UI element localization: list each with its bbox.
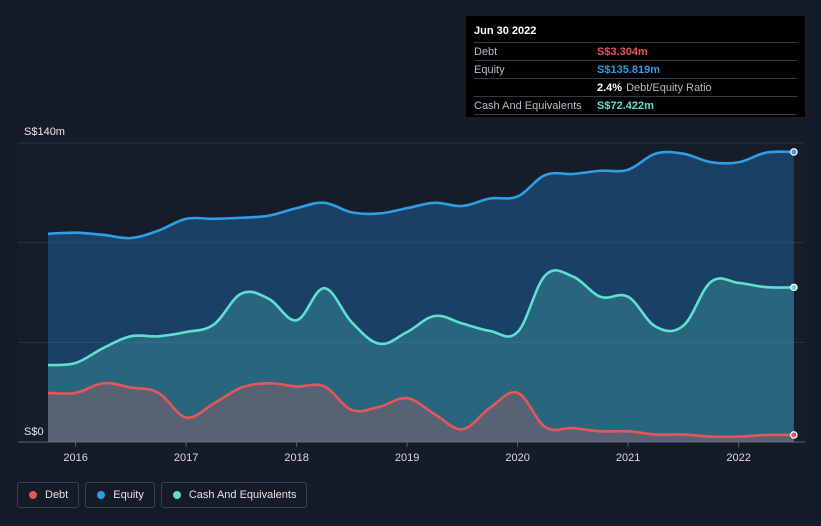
tooltip-date: Jun 30 2022 bbox=[474, 25, 537, 37]
end-point-equity bbox=[790, 148, 798, 156]
x-tick-label: 2018 bbox=[284, 452, 308, 464]
area-equity bbox=[48, 151, 794, 442]
end-point-cash-and-equivalents bbox=[790, 283, 798, 292]
tooltip-row-ratio: 2.4% Debt/Equity Ratio bbox=[474, 78, 797, 96]
x-tick-label: 2017 bbox=[174, 452, 198, 464]
legend-item-debt[interactable]: Debt bbox=[17, 482, 80, 508]
x-tick-label: 2019 bbox=[395, 452, 419, 464]
x-axis-ticks: 2016 2017 2018 2019 2020 2021 2022 bbox=[63, 442, 751, 464]
end-point-debt bbox=[790, 431, 798, 439]
tooltip-row-debt: Debt S$3.304m bbox=[474, 42, 797, 60]
tooltip-row-equity: Equity S$135.819m bbox=[474, 60, 797, 78]
line-equity bbox=[47, 150, 794, 240]
tooltip-cash-value: S$72.422m bbox=[597, 99, 654, 112]
tooltip-equity-label: Equity bbox=[474, 63, 505, 76]
tooltip-debt-value: S$3.304m bbox=[597, 45, 648, 58]
data-tooltip: Jun 30 2022 Debt S$3.304m Equity S$135.8… bbox=[466, 16, 805, 117]
area-cash-and-equivalents bbox=[48, 270, 794, 442]
legend-dot-debt-icon bbox=[29, 491, 37, 499]
grid-lines bbox=[18, 142, 805, 443]
area-debt bbox=[48, 383, 794, 442]
y-axis-ticks: S$140m S$0 bbox=[24, 126, 65, 438]
y-tick-label-min: S$0 bbox=[24, 426, 44, 438]
series-lines bbox=[47, 150, 794, 439]
legend-item-equity[interactable]: Equity bbox=[85, 482, 155, 508]
tooltip-ratio-desc: Debt/Equity Ratio bbox=[626, 81, 712, 94]
line-cash-and-equivalents bbox=[47, 269, 794, 367]
series-areas bbox=[48, 151, 794, 442]
tooltip-ratio-value: 2.4% bbox=[597, 81, 623, 94]
plot-background bbox=[18, 143, 805, 442]
legend-item-cash[interactable]: Cash And Equivalents bbox=[160, 482, 308, 508]
tooltip-equity-value: S$135.819m bbox=[597, 63, 660, 76]
tooltip-cash-label: Cash And Equivalents bbox=[474, 99, 582, 112]
line-debt bbox=[47, 381, 794, 439]
tooltip-debt-label: Debt bbox=[474, 45, 498, 58]
legend-dot-equity-icon bbox=[97, 491, 106, 499]
chart-legend: Debt Equity Cash And Equivalents bbox=[17, 482, 308, 508]
x-tick-label: 2020 bbox=[505, 452, 529, 464]
series-end-points bbox=[790, 148, 798, 439]
x-tick-label: 2021 bbox=[616, 452, 640, 464]
x-tick-label: 2016 bbox=[63, 452, 87, 464]
y-tick-label-max: S$140m bbox=[24, 126, 65, 138]
legend-label-cash: Cash And Equivalents bbox=[188, 489, 297, 501]
legend-label-debt: Debt bbox=[45, 489, 69, 501]
tooltip-row-cash: Cash And Equivalents S$72.422m bbox=[474, 96, 797, 115]
x-tick-label: 2022 bbox=[726, 452, 750, 464]
legend-dot-cash-icon bbox=[172, 491, 181, 499]
legend-label-equity: Equity bbox=[113, 489, 144, 501]
